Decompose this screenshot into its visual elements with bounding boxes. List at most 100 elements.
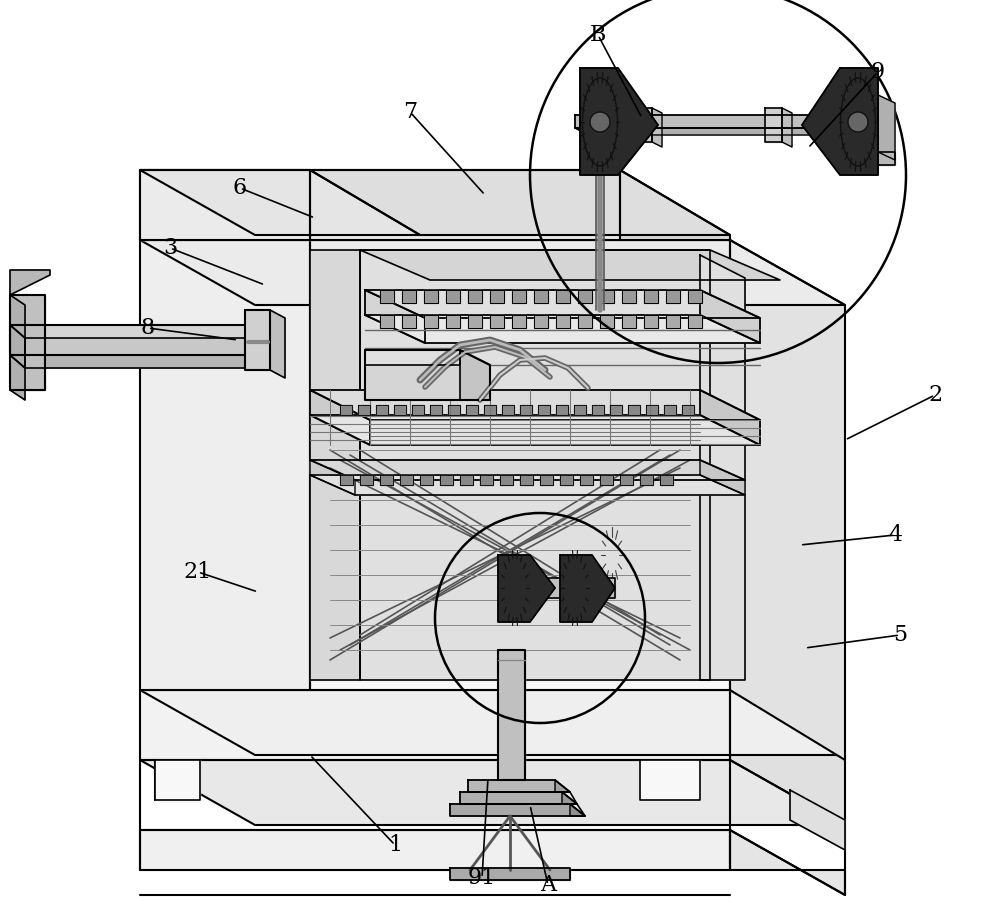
Polygon shape	[660, 475, 673, 485]
Polygon shape	[400, 475, 413, 485]
Polygon shape	[468, 780, 570, 792]
Polygon shape	[640, 760, 700, 800]
Polygon shape	[140, 170, 310, 240]
Polygon shape	[600, 290, 614, 303]
Polygon shape	[310, 170, 730, 235]
Polygon shape	[310, 460, 355, 495]
Text: 1: 1	[388, 834, 402, 856]
Polygon shape	[480, 475, 493, 485]
Polygon shape	[140, 690, 845, 755]
Polygon shape	[622, 290, 636, 303]
Polygon shape	[700, 460, 745, 495]
Polygon shape	[10, 270, 50, 295]
Polygon shape	[140, 240, 845, 305]
Polygon shape	[460, 475, 473, 485]
Polygon shape	[340, 405, 352, 415]
Polygon shape	[520, 405, 532, 415]
Polygon shape	[556, 315, 570, 328]
Polygon shape	[498, 555, 555, 622]
Polygon shape	[652, 108, 662, 147]
Polygon shape	[575, 115, 865, 128]
Polygon shape	[310, 390, 760, 420]
Text: 2: 2	[928, 384, 942, 406]
Polygon shape	[430, 405, 442, 415]
Polygon shape	[700, 290, 760, 343]
Polygon shape	[730, 830, 845, 895]
Polygon shape	[600, 315, 614, 328]
Polygon shape	[500, 475, 513, 485]
Text: B: B	[590, 24, 606, 46]
Polygon shape	[155, 760, 200, 800]
Polygon shape	[380, 290, 394, 303]
Text: 91: 91	[468, 867, 496, 889]
Polygon shape	[402, 315, 416, 328]
Polygon shape	[310, 475, 745, 495]
Polygon shape	[140, 240, 310, 690]
Polygon shape	[460, 350, 490, 400]
Polygon shape	[782, 108, 792, 147]
Polygon shape	[628, 405, 640, 415]
Polygon shape	[574, 405, 586, 415]
Polygon shape	[644, 315, 658, 328]
Circle shape	[848, 112, 868, 132]
Polygon shape	[446, 290, 460, 303]
Polygon shape	[310, 390, 370, 445]
Text: 8: 8	[141, 317, 155, 339]
Polygon shape	[380, 475, 393, 485]
Polygon shape	[700, 255, 745, 680]
Polygon shape	[310, 460, 745, 480]
Polygon shape	[560, 555, 615, 622]
Polygon shape	[512, 290, 526, 303]
Polygon shape	[310, 240, 730, 690]
Polygon shape	[10, 325, 25, 368]
Polygon shape	[520, 475, 533, 485]
Polygon shape	[682, 405, 694, 415]
Polygon shape	[448, 405, 460, 415]
Polygon shape	[468, 290, 482, 303]
Polygon shape	[556, 405, 568, 415]
Polygon shape	[688, 315, 702, 328]
Polygon shape	[10, 295, 25, 400]
Polygon shape	[380, 315, 394, 328]
Polygon shape	[666, 315, 680, 328]
Polygon shape	[340, 475, 353, 485]
Text: 4: 4	[888, 524, 902, 546]
Polygon shape	[365, 315, 760, 343]
Polygon shape	[578, 290, 592, 303]
Polygon shape	[365, 350, 490, 400]
Polygon shape	[640, 475, 653, 485]
Polygon shape	[245, 310, 270, 370]
Text: 3: 3	[163, 237, 177, 259]
Text: 21: 21	[184, 561, 212, 583]
Polygon shape	[765, 108, 782, 142]
Polygon shape	[666, 290, 680, 303]
Polygon shape	[10, 295, 45, 390]
Polygon shape	[600, 475, 613, 485]
Polygon shape	[610, 405, 622, 415]
Circle shape	[590, 112, 610, 132]
Polygon shape	[555, 780, 570, 792]
Polygon shape	[140, 760, 845, 825]
Polygon shape	[310, 250, 360, 680]
Polygon shape	[490, 290, 504, 303]
Polygon shape	[424, 315, 438, 328]
Text: A: A	[540, 874, 556, 896]
Polygon shape	[365, 290, 425, 343]
Polygon shape	[502, 405, 514, 415]
Polygon shape	[730, 690, 845, 825]
Polygon shape	[688, 290, 702, 303]
Polygon shape	[270, 310, 285, 378]
Polygon shape	[802, 68, 878, 175]
Polygon shape	[140, 830, 730, 870]
Polygon shape	[310, 415, 760, 445]
Polygon shape	[376, 405, 388, 415]
Polygon shape	[700, 390, 760, 445]
Polygon shape	[575, 128, 878, 135]
Polygon shape	[140, 690, 730, 760]
Polygon shape	[484, 405, 496, 415]
Polygon shape	[460, 792, 577, 804]
Polygon shape	[534, 315, 548, 328]
Polygon shape	[620, 170, 730, 240]
Polygon shape	[592, 405, 604, 415]
Polygon shape	[490, 315, 504, 328]
